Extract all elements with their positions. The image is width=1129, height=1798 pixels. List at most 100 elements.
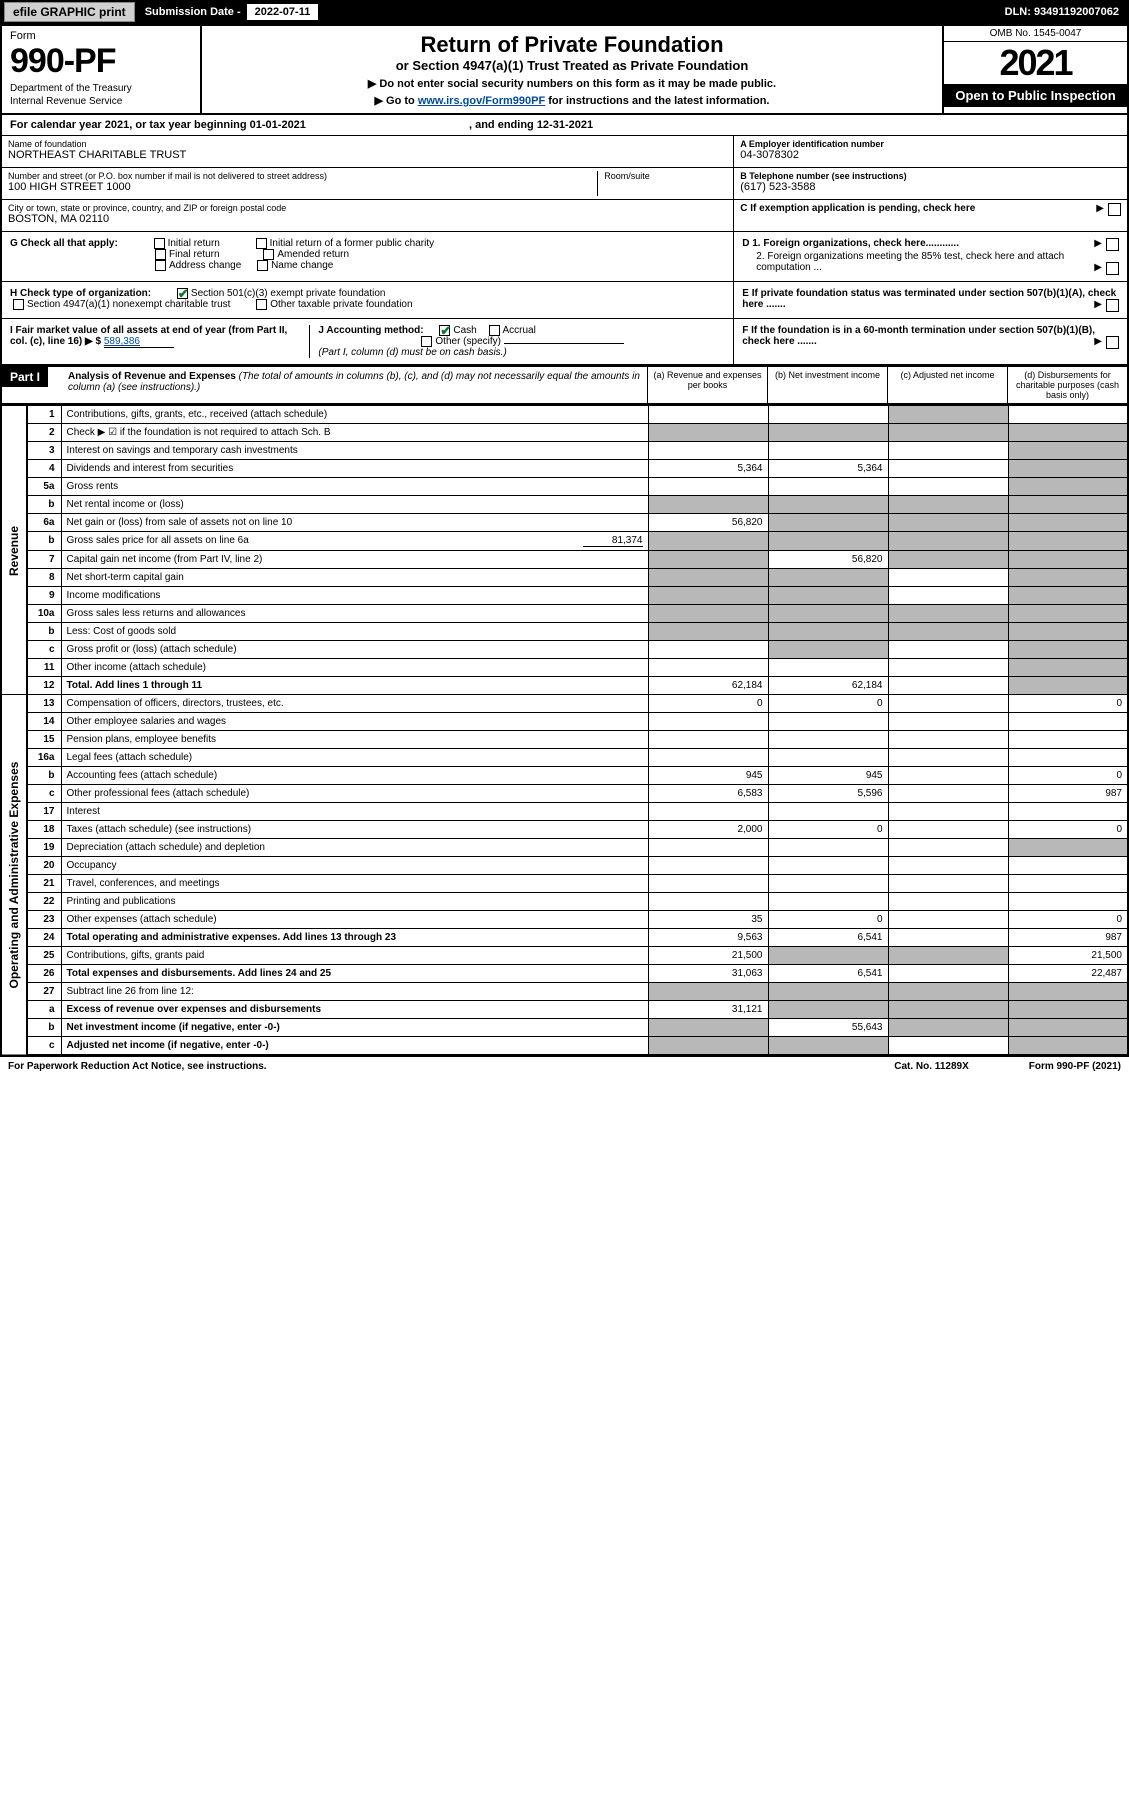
checkbox-address-change[interactable] bbox=[155, 260, 166, 271]
row-num: b bbox=[27, 623, 61, 641]
row-num: 25 bbox=[27, 947, 61, 965]
section-i-j-f: I Fair market value of all assets at end… bbox=[0, 319, 1129, 366]
checkbox-initial-return[interactable] bbox=[154, 238, 165, 249]
row-num: 2 bbox=[27, 424, 61, 442]
revenue-side-label: Revenue bbox=[1, 406, 27, 695]
amount-cell bbox=[888, 659, 1008, 677]
checkbox-other[interactable] bbox=[421, 336, 432, 347]
part1-desc: Analysis of Revenue and Expenses (The to… bbox=[62, 367, 647, 403]
form-note2: ▶ Go to www.irs.gov/Form990PF for instru… bbox=[212, 94, 932, 107]
checkbox-d1[interactable] bbox=[1106, 238, 1119, 251]
checkbox-d2[interactable] bbox=[1106, 262, 1119, 275]
amount-cell bbox=[1008, 749, 1128, 767]
foundation-name: NORTHEAST CHARITABLE TRUST bbox=[8, 149, 727, 161]
row-num: b bbox=[27, 496, 61, 514]
submission-label: Submission Date - bbox=[139, 4, 247, 20]
part1-label: Part I bbox=[2, 367, 48, 387]
amount-cell bbox=[648, 424, 768, 442]
fmv-value[interactable]: 589,386 bbox=[104, 336, 174, 348]
amount-cell: 5,596 bbox=[768, 785, 888, 803]
main-table: Revenue1Contributions, gifts, grants, et… bbox=[0, 405, 1129, 1056]
table-row: cGross profit or (loss) (attach schedule… bbox=[1, 641, 1128, 659]
checkbox-former-charity[interactable] bbox=[256, 238, 267, 249]
amount-cell bbox=[888, 965, 1008, 983]
irs-link[interactable]: www.irs.gov/Form990PF bbox=[418, 95, 545, 107]
row-num: 27 bbox=[27, 983, 61, 1001]
amount-cell bbox=[1008, 496, 1128, 514]
amount-cell bbox=[888, 695, 1008, 713]
table-row: 6aNet gain or (loss) from sale of assets… bbox=[1, 514, 1128, 532]
amount-cell bbox=[1008, 460, 1128, 478]
checkbox-final-return[interactable] bbox=[155, 249, 166, 260]
amount-cell bbox=[888, 839, 1008, 857]
amount-cell bbox=[768, 424, 888, 442]
amount-cell bbox=[888, 460, 1008, 478]
amount-cell bbox=[1008, 1019, 1128, 1037]
row-num: 1 bbox=[27, 406, 61, 424]
row-desc: Gross profit or (loss) (attach schedule) bbox=[61, 641, 648, 659]
amount-cell: 0 bbox=[1008, 911, 1128, 929]
checkbox-accrual[interactable] bbox=[489, 325, 500, 336]
row-num: 4 bbox=[27, 460, 61, 478]
checkbox-f[interactable] bbox=[1106, 336, 1119, 349]
amount-cell: 945 bbox=[768, 767, 888, 785]
row-num: 21 bbox=[27, 875, 61, 893]
amount-cell bbox=[768, 857, 888, 875]
checkbox-501c3[interactable] bbox=[177, 288, 188, 299]
amount-cell bbox=[648, 623, 768, 641]
efile-button[interactable]: efile GRAPHIC print bbox=[4, 2, 135, 22]
table-row: 16aLegal fees (attach schedule) bbox=[1, 749, 1128, 767]
row-num: 15 bbox=[27, 731, 61, 749]
checkbox-c[interactable] bbox=[1108, 203, 1121, 216]
open-inspection: Open to Public Inspection bbox=[944, 84, 1127, 107]
table-row: 8Net short-term capital gain bbox=[1, 569, 1128, 587]
checkbox-name-change[interactable] bbox=[257, 260, 268, 271]
amount-cell: 987 bbox=[1008, 929, 1128, 947]
amount-cell bbox=[768, 983, 888, 1001]
amount-cell bbox=[888, 731, 1008, 749]
amount-cell bbox=[648, 659, 768, 677]
section-j: J Accounting method: Cash Accrual Other … bbox=[310, 325, 725, 358]
row-num: c bbox=[27, 785, 61, 803]
amount-cell bbox=[888, 947, 1008, 965]
amount-cell bbox=[1008, 839, 1128, 857]
section-i-j: I Fair market value of all assets at end… bbox=[2, 319, 733, 364]
amount-cell bbox=[648, 641, 768, 659]
row-num: 22 bbox=[27, 893, 61, 911]
table-row: Operating and Administrative Expenses13C… bbox=[1, 695, 1128, 713]
table-row: 19Depreciation (attach schedule) and dep… bbox=[1, 839, 1128, 857]
amount-cell: 62,184 bbox=[768, 677, 888, 695]
row-num: 7 bbox=[27, 551, 61, 569]
amount-cell bbox=[888, 532, 1008, 551]
amount-cell bbox=[768, 1037, 888, 1056]
amount-cell bbox=[888, 623, 1008, 641]
amount-cell bbox=[768, 839, 888, 857]
row-num: 9 bbox=[27, 587, 61, 605]
amount-cell bbox=[888, 677, 1008, 695]
checkbox-cash[interactable] bbox=[439, 325, 450, 336]
table-row: 7Capital gain net income (from Part IV, … bbox=[1, 551, 1128, 569]
amount-cell bbox=[888, 424, 1008, 442]
table-row: 25Contributions, gifts, grants paid21,50… bbox=[1, 947, 1128, 965]
checkbox-amended[interactable] bbox=[263, 249, 274, 260]
table-row: 12Total. Add lines 1 through 1162,18462,… bbox=[1, 677, 1128, 695]
amount-cell bbox=[768, 587, 888, 605]
amount-cell bbox=[768, 875, 888, 893]
checkbox-other-taxable[interactable] bbox=[256, 299, 267, 310]
section-h: H Check type of organization: Section 50… bbox=[2, 282, 733, 318]
amount-cell bbox=[768, 641, 888, 659]
amount-cell: 55,643 bbox=[768, 1019, 888, 1037]
amount-cell bbox=[648, 406, 768, 424]
amount-cell bbox=[888, 442, 1008, 460]
form-year-block: OMB No. 1545-0047 2021 Open to Public In… bbox=[942, 26, 1127, 113]
checkbox-e[interactable] bbox=[1106, 299, 1119, 312]
table-row: 14Other employee salaries and wages bbox=[1, 713, 1128, 731]
foundation-name-cell: Name of foundation NORTHEAST CHARITABLE … bbox=[2, 136, 733, 168]
table-row: 4Dividends and interest from securities5… bbox=[1, 460, 1128, 478]
row-desc: Legal fees (attach schedule) bbox=[61, 749, 648, 767]
table-row: 10aGross sales less returns and allowanc… bbox=[1, 605, 1128, 623]
amount-cell bbox=[648, 587, 768, 605]
row-num: 12 bbox=[27, 677, 61, 695]
amount-cell bbox=[888, 514, 1008, 532]
checkbox-4947[interactable] bbox=[13, 299, 24, 310]
